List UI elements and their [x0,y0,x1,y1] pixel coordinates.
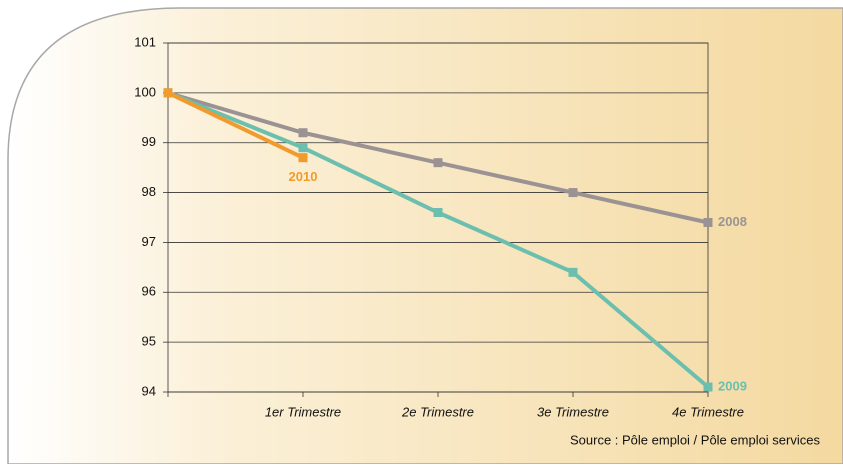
x-tick-label: 2e Trimestre [401,404,474,419]
panel [7,7,843,465]
y-tick-label: 100 [134,84,156,99]
point-marker [703,382,713,392]
point-marker [703,217,713,227]
y-tick-label: 97 [142,234,156,249]
point-marker [163,88,173,98]
x-tick-label: 4e Trimestre [672,404,744,419]
point-marker [568,267,578,277]
y-tick-label: 99 [142,134,156,149]
source: Source : Pôle emploi / Pôle emploi servi… [570,432,821,447]
x-tick-label: 1er Trimestre [265,404,341,419]
series-label: 2008 [718,214,747,229]
point-marker [298,128,308,138]
y-tick-label: 101 [134,34,156,49]
point-marker [568,188,578,198]
series-label: 2009 [718,378,747,393]
point-marker [298,143,308,153]
x-tick-label: 3e Trimestre [537,404,609,419]
y-tick-label: 95 [142,334,156,349]
y-tick-label: 94 [142,383,156,398]
point-marker [433,208,443,218]
series-line [167,91,304,160]
y-tick-label: 98 [142,184,156,199]
point-marker [298,153,308,163]
point-marker [433,158,443,168]
y-tick-label: 96 [142,284,156,299]
series-label: 2010 [289,169,318,184]
